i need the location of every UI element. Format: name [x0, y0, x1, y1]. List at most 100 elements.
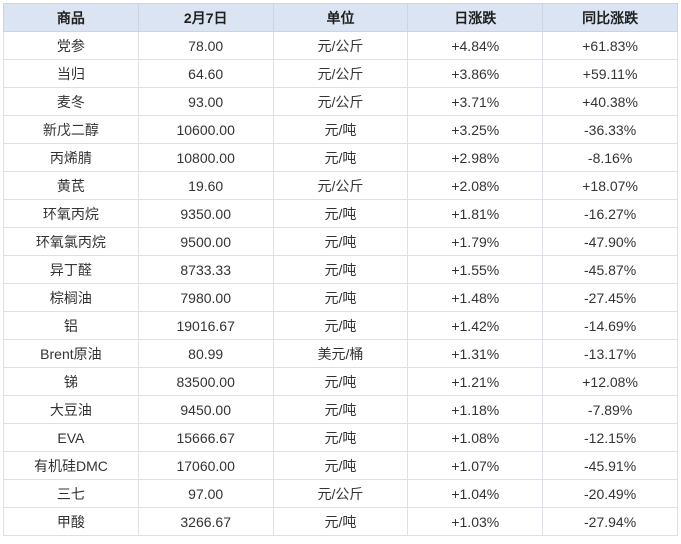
unit-label: 元/吨 — [272, 451, 409, 480]
daily-change: +4.84% — [407, 31, 544, 60]
commodity-name: 新戊二醇 — [3, 115, 139, 144]
daily-change: +3.86% — [407, 59, 544, 88]
table-row: 党参 78.00 元/公斤 +4.84% +61.83% — [3, 31, 678, 60]
commodity-name: 环氧氯丙烷 — [3, 227, 139, 256]
price-value: 78.00 — [137, 31, 274, 60]
price-value: 8733.33 — [137, 255, 274, 284]
price-value: 97.00 — [137, 479, 274, 508]
commodity-price-table: 商品 2月7日 单位 日涨跌 同比涨跌 党参 78.00 元/公斤 +4.84% +61.83%… — [3, 3, 678, 536]
daily-change: +2.98% — [407, 143, 544, 172]
daily-change: +1.79% — [407, 227, 544, 256]
commodity-name: 棕榈油 — [3, 283, 139, 312]
yoy-change: -47.90% — [542, 227, 678, 256]
yoy-change: -20.49% — [542, 479, 678, 508]
unit-label: 元/吨 — [272, 199, 409, 228]
daily-change: +1.18% — [407, 395, 544, 424]
yoy-change: -27.94% — [542, 507, 678, 536]
unit-label: 元/吨 — [272, 423, 409, 452]
table-row: 丙烯腈 10800.00 元/吨 +2.98% -8.16% — [3, 143, 678, 172]
table-row: 甲酸 3266.67 元/吨 +1.03% -27.94% — [3, 507, 678, 536]
commodity-name: 麦冬 — [3, 87, 139, 116]
table-row: 铝 19016.67 元/吨 +1.42% -14.69% — [3, 311, 678, 340]
table-row: EVA 15666.67 元/吨 +1.08% -12.15% — [3, 423, 678, 452]
yoy-change: -45.87% — [542, 255, 678, 284]
daily-change: +3.25% — [407, 115, 544, 144]
yoy-change: -12.15% — [542, 423, 678, 452]
price-value: 15666.67 — [137, 423, 274, 452]
table-row: Brent原油 80.99 美元/桶 +1.31% -13.17% — [3, 339, 678, 368]
daily-change: +1.48% — [407, 283, 544, 312]
table-row: 有机硅DMC 17060.00 元/吨 +1.07% -45.91% — [3, 451, 678, 480]
price-value: 19.60 — [137, 171, 274, 200]
yoy-change: +18.07% — [542, 171, 678, 200]
unit-label: 元/公斤 — [272, 59, 409, 88]
commodity-name: 黄芪 — [3, 171, 139, 200]
unit-label: 元/吨 — [272, 311, 409, 340]
column-header: 商品 — [3, 3, 139, 32]
commodity-name: 铝 — [3, 311, 139, 340]
yoy-change: -36.33% — [542, 115, 678, 144]
unit-label: 元/公斤 — [272, 479, 409, 508]
price-value: 64.60 — [137, 59, 274, 88]
yoy-change: -13.17% — [542, 339, 678, 368]
commodity-name: 异丁醛 — [3, 255, 139, 284]
table-row: 环氧丙烷 9350.00 元/吨 +1.81% -16.27% — [3, 199, 678, 228]
yoy-change: -16.27% — [542, 199, 678, 228]
price-value: 80.99 — [137, 339, 274, 368]
daily-change: +1.07% — [407, 451, 544, 480]
table-row: 新戊二醇 10600.00 元/吨 +3.25% -36.33% — [3, 115, 678, 144]
price-value: 7980.00 — [137, 283, 274, 312]
commodity-name: 有机硅DMC — [3, 451, 139, 480]
yoy-change: -8.16% — [542, 143, 678, 172]
unit-label: 元/公斤 — [272, 87, 409, 116]
unit-label: 美元/桶 — [272, 339, 409, 368]
price-value: 83500.00 — [137, 367, 274, 396]
daily-change: +2.08% — [407, 171, 544, 200]
price-value: 3266.67 — [137, 507, 274, 536]
unit-label: 元/吨 — [272, 283, 409, 312]
column-header: 同比涨跌 — [542, 3, 678, 32]
price-value: 19016.67 — [137, 311, 274, 340]
daily-change: +1.55% — [407, 255, 544, 284]
header-row: 商品 2月7日 单位 日涨跌 同比涨跌 — [3, 3, 678, 32]
price-value: 9500.00 — [137, 227, 274, 256]
commodity-name: 三七 — [3, 479, 139, 508]
commodity-name: EVA — [3, 423, 139, 452]
price-value: 17060.00 — [137, 451, 274, 480]
yoy-change: -27.45% — [542, 283, 678, 312]
daily-change: +1.04% — [407, 479, 544, 508]
table-row: 当归 64.60 元/公斤 +3.86% +59.11% — [3, 59, 678, 88]
commodity-name: 当归 — [3, 59, 139, 88]
yoy-change: +12.08% — [542, 367, 678, 396]
commodity-name: Brent原油 — [3, 339, 139, 368]
daily-change: +1.08% — [407, 423, 544, 452]
daily-change: +3.71% — [407, 87, 544, 116]
unit-label: 元/公斤 — [272, 31, 409, 60]
table-row: 异丁醛 8733.33 元/吨 +1.55% -45.87% — [3, 255, 678, 284]
commodity-name: 甲酸 — [3, 507, 139, 536]
commodity-name: 丙烯腈 — [3, 143, 139, 172]
price-value: 10800.00 — [137, 143, 274, 172]
column-header: 单位 — [272, 3, 409, 32]
table-row: 三七 97.00 元/公斤 +1.04% -20.49% — [3, 479, 678, 508]
unit-label: 元/吨 — [272, 227, 409, 256]
daily-change: +1.21% — [407, 367, 544, 396]
table-row: 麦冬 93.00 元/公斤 +3.71% +40.38% — [3, 87, 678, 116]
daily-change: +1.42% — [407, 311, 544, 340]
table-row: 环氧氯丙烷 9500.00 元/吨 +1.79% -47.90% — [3, 227, 678, 256]
daily-change: +1.03% — [407, 507, 544, 536]
price-value: 9350.00 — [137, 199, 274, 228]
yoy-change: +40.38% — [542, 87, 678, 116]
column-header: 2月7日 — [137, 3, 274, 32]
yoy-change: +59.11% — [542, 59, 678, 88]
commodity-name: 锑 — [3, 367, 139, 396]
unit-label: 元/公斤 — [272, 171, 409, 200]
daily-change: +1.31% — [407, 339, 544, 368]
unit-label: 元/吨 — [272, 115, 409, 144]
unit-label: 元/吨 — [272, 255, 409, 284]
unit-label: 元/吨 — [272, 395, 409, 424]
yoy-change: +61.83% — [542, 31, 678, 60]
yoy-change: -7.89% — [542, 395, 678, 424]
table-row: 锑 83500.00 元/吨 +1.21% +12.08% — [3, 367, 678, 396]
